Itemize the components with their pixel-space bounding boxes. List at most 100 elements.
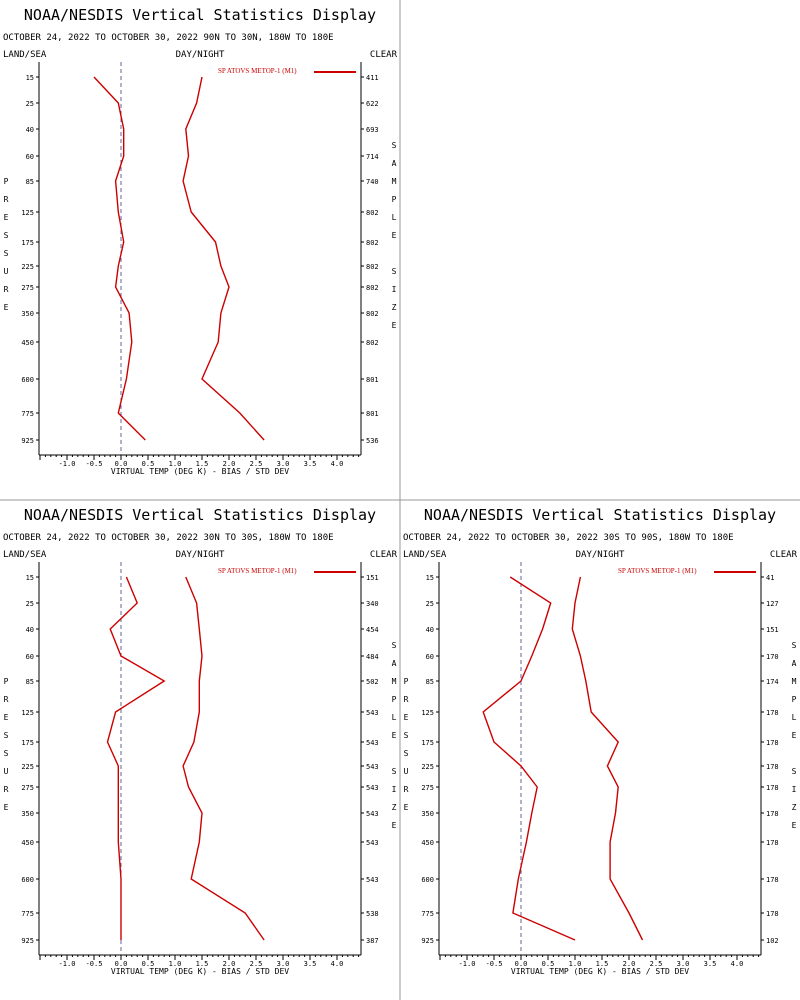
pressure-axis-letter: U — [4, 767, 9, 776]
pressure-label: 600 — [421, 876, 434, 884]
x-tick-label: 0.0 — [115, 460, 128, 468]
pressure-label: 60 — [426, 653, 434, 661]
sample-size-label: 387 — [366, 937, 379, 945]
sample-size-axis-letter: S — [392, 141, 397, 150]
x-axis-label: VIRTUAL TEMP (DEG K) - BIAS / STD DEV — [111, 967, 289, 976]
x-tick-label: 0.5 — [542, 960, 555, 968]
sample-size-label: 543 — [366, 876, 379, 884]
pressure-label: 25 — [426, 600, 434, 608]
sample-size-axis-letter: I — [392, 785, 397, 794]
sample-size-axis-letter: S — [392, 641, 397, 650]
sample-size-label: 801 — [366, 410, 379, 418]
x-tick-label: 3.0 — [277, 460, 290, 468]
pressure-axis-letter: R — [4, 195, 9, 204]
clear-label: CLEAR — [370, 50, 398, 60]
pressure-label: 350 — [21, 310, 34, 318]
sample-size-label: 411 — [366, 74, 379, 82]
pressure-label: 275 — [21, 284, 34, 292]
x-tick-label: -1.0 — [59, 460, 76, 468]
pressure-label: 775 — [21, 410, 34, 418]
pressure-axis-letter: U — [404, 767, 409, 776]
x-tick-label: 2.0 — [223, 960, 236, 968]
sample-size-axis-letter: S — [392, 767, 397, 776]
sample-size-axis-letter: E — [392, 821, 397, 830]
sample-size-label: 802 — [366, 239, 379, 247]
pressure-label: 775 — [21, 910, 34, 918]
x-tick-label: 1.5 — [196, 460, 209, 468]
x-tick-label: 3.5 — [704, 960, 717, 968]
x-tick-label: 0.5 — [142, 460, 155, 468]
pressure-label: 925 — [421, 937, 434, 945]
sample-size-label: 151 — [366, 574, 379, 582]
sample-size-axis-letter: E — [392, 231, 397, 240]
sample-size-axis-letter: P — [392, 695, 397, 704]
pressure-label: 15 — [26, 574, 34, 582]
pressure-label: 125 — [21, 209, 34, 217]
pressure-label: 40 — [26, 626, 34, 634]
sample-size-label: 174 — [766, 678, 779, 686]
sample-size-label: 622 — [366, 100, 379, 108]
chart-panel-1: NOAA/NESDIS Vertical Statistics Display O… — [3, 6, 398, 476]
chart-title: NOAA/NESDIS Vertical Statistics Display — [24, 506, 376, 524]
sample-size-axis-letter: S — [392, 267, 397, 276]
pressure-label: 40 — [26, 126, 34, 134]
sample-size-label: 802 — [366, 209, 379, 217]
series-line-bias — [106, 576, 166, 940]
pressure-label: 125 — [21, 709, 34, 717]
sample-size-label: 178 — [766, 739, 779, 747]
series-line-std_dev — [571, 576, 644, 941]
day-night-label: DAY/NIGHT — [176, 550, 225, 560]
pressure-label: 225 — [421, 763, 434, 771]
x-tick-label: -1.0 — [459, 960, 476, 968]
pressure-axis-letter: S — [4, 249, 9, 258]
x-tick-label: 1.0 — [569, 960, 582, 968]
sample-size-label: 178 — [766, 709, 779, 717]
x-tick-label: 0.0 — [515, 960, 528, 968]
pressure-label: 15 — [26, 74, 34, 82]
x-tick-label: 2.5 — [250, 960, 263, 968]
sample-size-axis-letter: E — [392, 731, 397, 740]
pressure-label: 85 — [26, 678, 34, 686]
sample-size-label: 178 — [766, 839, 779, 847]
x-tick-label: 2.0 — [623, 960, 636, 968]
sample-size-label: 543 — [366, 739, 379, 747]
sample-size-label: 41 — [766, 574, 774, 582]
pressure-axis-letter: E — [404, 803, 409, 812]
series-line-std_dev — [182, 76, 265, 441]
pressure-axis-letter: R — [404, 785, 409, 794]
pressure-label: 85 — [426, 678, 434, 686]
sample-size-axis-letter: A — [792, 659, 797, 668]
sample-size-label: 178 — [766, 784, 779, 792]
day-night-label: DAY/NIGHT — [176, 50, 225, 60]
sample-size-axis-letter: I — [392, 285, 397, 294]
series-line-bias — [93, 76, 146, 441]
pressure-label: 60 — [26, 653, 34, 661]
sample-size-label: 802 — [366, 263, 379, 271]
pressure-label: 175 — [421, 739, 434, 747]
pressure-axis-letter: E — [4, 713, 9, 722]
pressure-label: 225 — [21, 263, 34, 271]
sample-size-label: 543 — [366, 763, 379, 771]
pressure-label: 450 — [21, 839, 34, 847]
chart-panel-2: NOAA/NESDIS Vertical Statistics Display O… — [3, 506, 398, 976]
sample-size-axis-letter: S — [792, 641, 797, 650]
pressure-axis-letter: P — [4, 177, 9, 186]
pressure-label: 125 — [421, 709, 434, 717]
pressure-label: 450 — [421, 839, 434, 847]
pressure-axis-letter: E — [404, 713, 409, 722]
sample-size-label: 454 — [366, 626, 379, 634]
pressure-axis-letter: R — [4, 695, 9, 704]
pressure-label: 350 — [421, 810, 434, 818]
pressure-label: 25 — [26, 600, 34, 608]
sample-size-axis-letter: L — [792, 713, 797, 722]
sample-size-axis-letter: Z — [792, 803, 797, 812]
sample-size-label: 178 — [766, 810, 779, 818]
sample-size-label: 127 — [766, 600, 779, 608]
sample-size-label: 802 — [366, 284, 379, 292]
sample-size-axis-letter: Z — [392, 303, 397, 312]
legend-label: SP ATOVS METOP-1 (M1) — [218, 67, 297, 75]
pressure-axis-letter: R — [404, 695, 409, 704]
pressure-axis-letter: R — [4, 785, 9, 794]
pressure-axis-letter: S — [4, 231, 9, 240]
